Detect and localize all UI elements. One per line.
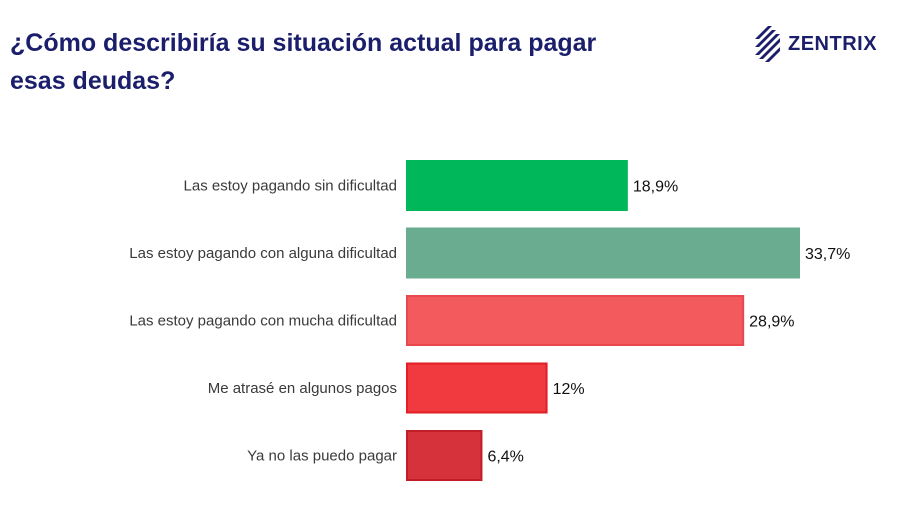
value-label-5: 6,4% bbox=[487, 449, 523, 466]
category-label-5: Ya no las puedo pagar bbox=[247, 448, 397, 465]
value-label-1: 18,9% bbox=[633, 179, 678, 196]
category-label-4: Me atrasé en algunos pagos bbox=[208, 380, 397, 397]
bar-5 bbox=[406, 430, 483, 481]
category-label-3: Las estoy pagando con mucha dificultad bbox=[129, 313, 397, 330]
category-label-1: Las estoy pagando sin dificultad bbox=[184, 178, 397, 195]
brand-logo: ZENTRIX bbox=[752, 22, 877, 66]
value-label-4: 12% bbox=[553, 381, 585, 398]
category-label-2: Las estoy pagando con alguna dificultad bbox=[129, 245, 397, 262]
value-label-2: 33,7% bbox=[805, 246, 850, 263]
bar-1 bbox=[406, 160, 628, 211]
chart-title: ¿Cómo describiría su situación actual pa… bbox=[10, 29, 597, 95]
value-label-3: 28,9% bbox=[749, 314, 794, 331]
logo-text: ZENTRIX bbox=[788, 32, 878, 55]
zentrix-stripes-icon bbox=[755, 26, 780, 62]
bar-2 bbox=[406, 227, 800, 279]
bar-4 bbox=[406, 362, 548, 414]
bar-3 bbox=[406, 295, 745, 346]
